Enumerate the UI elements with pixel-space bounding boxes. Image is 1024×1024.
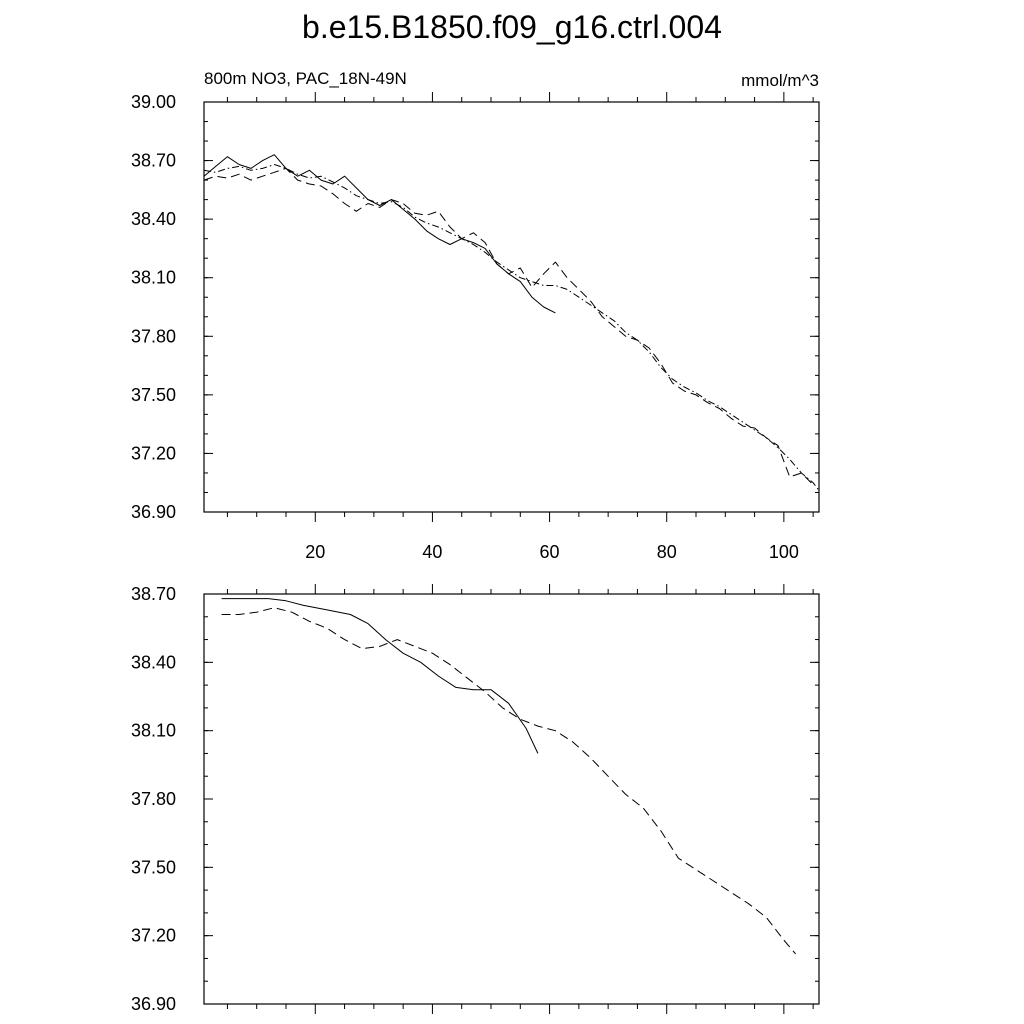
top-panel-series: [203, 154, 820, 491]
top-panel-left-label: 800m NO3, PAC_18N-49N: [204, 69, 407, 88]
top-panel-units-label: mmol/m^3: [741, 71, 819, 90]
top-y-tick-label: 37.20: [131, 443, 176, 463]
top-y-tick-label: 38.70: [131, 151, 176, 171]
top-series-dashdot-line: [203, 164, 820, 491]
top-panel: 800m NO3, PAC_18N-49N mmol/m^3 36.90 37.2…: [131, 69, 820, 562]
bottom-y-tick-label: 38.40: [131, 652, 176, 672]
top-x-tick-label: 100: [769, 542, 799, 562]
top-series-solid-line: [203, 154, 556, 314]
bottom-y-tick-label: 36.90: [131, 994, 176, 1014]
top-y-tick-label: 39.00: [131, 92, 176, 112]
bottom-y-tick-label: 37.20: [131, 926, 176, 946]
bottom-series-solid-line: [221, 598, 539, 754]
bottom-y-tick-label: 37.80: [131, 789, 176, 809]
top-x-tick-label: 80: [657, 542, 677, 562]
top-x-tick-label: 40: [422, 542, 442, 562]
top-series-long-line: [203, 167, 814, 486]
bottom-y-tick-label: 37.50: [131, 857, 176, 877]
top-panel-ticks: 36.90 37.20 37.50 37.80 38.10 38.40 38.70 39.00…: [131, 92, 819, 562]
top-y-tick-label: 38.40: [131, 209, 176, 229]
top-panel-frame: [203, 101, 820, 513]
top-x-tick-label: 60: [540, 542, 560, 562]
top-y-tick-label: 38.10: [131, 268, 176, 288]
top-y-tick-label: 37.50: [131, 385, 176, 405]
top-y-tick-label: 36.90: [131, 502, 176, 522]
top-x-tick-label: 20: [305, 542, 325, 562]
bottom-panel-ticks: 36.90 37.20 37.50 37.80 38.10 38.40 38.70: [131, 584, 819, 1014]
bottom-y-tick-label: 38.10: [131, 721, 176, 741]
bottom-panel: 36.90 37.20 37.50 37.80 38.10 38.40 38.70: [131, 584, 820, 1014]
figure-title: b.e15.B1850.f09_g16.ctrl.004: [302, 9, 722, 45]
bottom-panel-series: [221, 598, 796, 955]
top-y-tick-label: 37.80: [131, 326, 176, 346]
bottom-y-tick-label: 38.70: [131, 584, 176, 604]
bottom-series-long-line: [221, 607, 796, 955]
bottom-panel-frame: [203, 593, 820, 1005]
